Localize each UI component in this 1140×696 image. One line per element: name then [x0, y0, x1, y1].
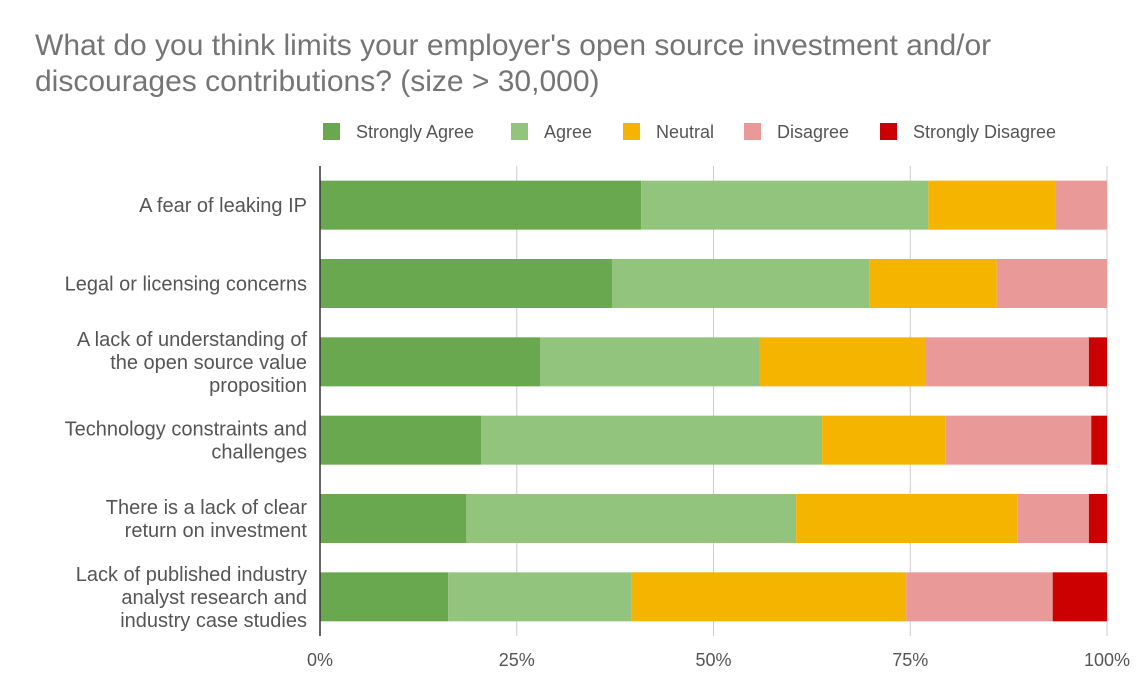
legend-label: Agree [544, 122, 592, 142]
bar-segment [631, 572, 907, 622]
legend-swatch [623, 123, 640, 140]
legend-label: Neutral [656, 122, 714, 142]
y-category-label: proposition [209, 375, 307, 397]
bar-segment [481, 415, 823, 465]
legend-swatch [511, 123, 528, 140]
bar-segment [611, 259, 870, 308]
bar-segment [320, 259, 612, 308]
bar-segment [320, 572, 449, 622]
legend-label: Disagree [777, 122, 849, 142]
bar-segment [448, 572, 632, 622]
y-category-label: A fear of leaking IP [139, 195, 307, 217]
y-category-label: return on investment [125, 520, 308, 542]
bar-segment [320, 415, 482, 465]
bar-segment [1017, 494, 1089, 543]
bar-segment [822, 415, 946, 465]
bar-segment [641, 180, 929, 230]
bar-segment [1088, 337, 1107, 387]
legend-swatch [880, 123, 897, 140]
x-tick-label: 100% [1084, 650, 1130, 670]
bar-segment [796, 494, 1018, 543]
x-tick-label: 0% [307, 650, 333, 670]
legend-swatch [323, 123, 340, 140]
x-tick-label: 50% [695, 650, 731, 670]
y-category-label: There is a lack of clear [106, 497, 308, 519]
chart-title: What do you think limits your employer's… [35, 29, 992, 98]
bar-segment [320, 494, 467, 543]
legend-label: Strongly Disagree [913, 122, 1056, 142]
bar-segment [320, 180, 642, 230]
bar-segment [466, 494, 797, 543]
y-category-label: Lack of published industry [76, 564, 307, 586]
bar-segment [928, 180, 1056, 230]
y-category-label: the open source value [110, 352, 307, 374]
bar-segment [1052, 572, 1107, 622]
y-category-label: Technology constraints and [65, 419, 307, 441]
y-category-label: analyst research and [121, 587, 307, 609]
legend-swatch [744, 123, 761, 140]
bar-segment [996, 259, 1107, 308]
bar-segment [1055, 180, 1107, 230]
bar-segment [1091, 415, 1107, 465]
bar-segment [869, 259, 997, 308]
y-category-label: industry case studies [120, 610, 307, 632]
bar-segment [1088, 494, 1107, 543]
bar-segment [906, 572, 1053, 622]
bar-segment [540, 337, 760, 387]
x-tick-label: 25% [499, 650, 535, 670]
bar-segment [320, 337, 541, 387]
bar-segment [945, 415, 1092, 465]
bar-segment [759, 337, 926, 387]
y-category-label: Legal or licensing concerns [65, 274, 307, 296]
legend-label: Strongly Agree [356, 122, 474, 142]
y-category-label: challenges [211, 442, 307, 464]
x-tick-label: 75% [892, 650, 928, 670]
y-category-label: A lack of understanding of [77, 329, 308, 351]
bar-segment [925, 337, 1089, 387]
